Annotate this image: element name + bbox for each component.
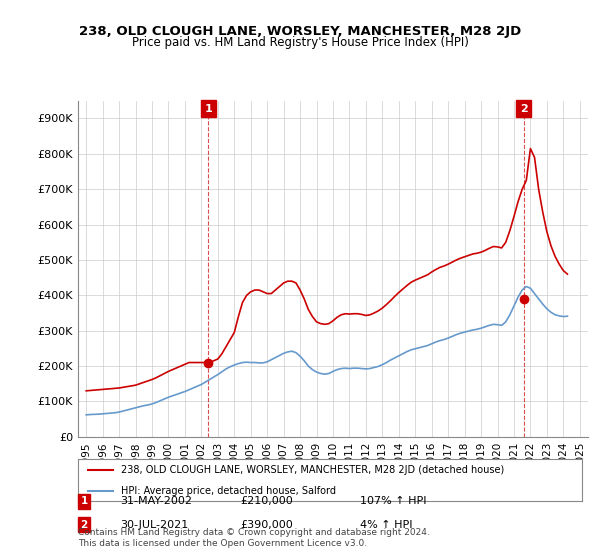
Text: 238, OLD CLOUGH LANE, WORSLEY, MANCHESTER, M28 2JD (detached house): 238, OLD CLOUGH LANE, WORSLEY, MANCHESTE… xyxy=(121,465,504,475)
Text: HPI: Average price, detached house, Salford: HPI: Average price, detached house, Salf… xyxy=(121,486,336,496)
Text: 2: 2 xyxy=(80,520,88,530)
Text: 31-MAY-2002: 31-MAY-2002 xyxy=(120,496,192,506)
Text: 4% ↑ HPI: 4% ↑ HPI xyxy=(360,520,413,530)
Text: Price paid vs. HM Land Registry's House Price Index (HPI): Price paid vs. HM Land Registry's House … xyxy=(131,36,469,49)
Text: 2: 2 xyxy=(520,104,527,114)
Text: 30-JUL-2021: 30-JUL-2021 xyxy=(120,520,188,530)
Text: 1: 1 xyxy=(205,104,212,114)
Text: Contains HM Land Registry data © Crown copyright and database right 2024.
This d: Contains HM Land Registry data © Crown c… xyxy=(78,528,430,548)
Text: 107% ↑ HPI: 107% ↑ HPI xyxy=(360,496,427,506)
Text: £210,000: £210,000 xyxy=(240,496,293,506)
Text: £390,000: £390,000 xyxy=(240,520,293,530)
Text: 1: 1 xyxy=(80,496,88,506)
Text: 238, OLD CLOUGH LANE, WORSLEY, MANCHESTER, M28 2JD: 238, OLD CLOUGH LANE, WORSLEY, MANCHESTE… xyxy=(79,25,521,38)
